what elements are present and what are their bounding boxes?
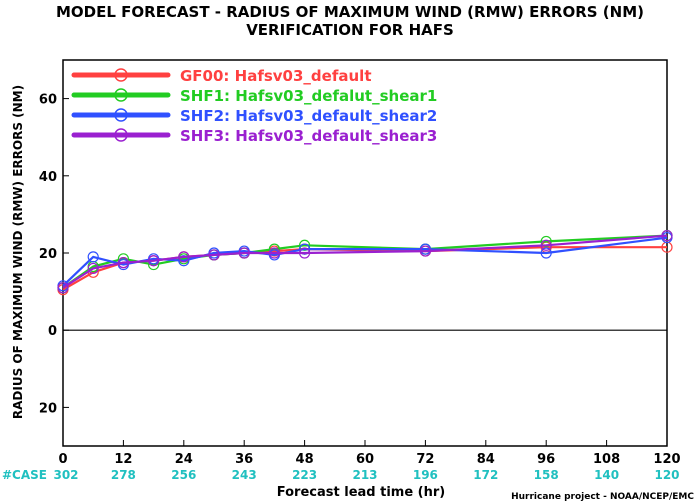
y-tick-label: 60: [39, 93, 57, 108]
x-tick-label: 72: [416, 452, 434, 467]
case-count: 140: [594, 468, 619, 482]
legend-marker: [114, 68, 128, 82]
case-count: 243: [232, 468, 257, 482]
case-count: 223: [292, 468, 317, 482]
x-tick-label: 96: [537, 452, 555, 467]
case-count: 120: [654, 468, 679, 482]
chart-title: MODEL FORECAST - RADIUS OF MAXIMUM WIND …: [56, 3, 644, 21]
data-point: [238, 247, 250, 259]
legend-label: SHF2: Hafsv03_default_shear2: [180, 107, 437, 125]
y-axis-label: RADIUS OF MAXIMUM WIND (RMW) ERRORS (NM): [11, 85, 25, 419]
case-count: 158: [534, 468, 559, 482]
case-count: 302: [53, 468, 78, 482]
data-point: [148, 255, 160, 267]
data-point: [178, 251, 190, 263]
case-count: 196: [413, 468, 438, 482]
data-point: [117, 257, 130, 269]
data-point: [540, 247, 552, 259]
legend-item-4: SHF3: Hafsv03_default_shear3: [71, 127, 437, 145]
data-point: [178, 255, 190, 267]
data-point: [57, 282, 69, 294]
y-tick-label: 40: [39, 170, 57, 185]
credit-text: Hurricane project - NOAA/NCEP/EMC: [511, 492, 694, 502]
legend-marker: [114, 128, 128, 142]
x-tick-label: 24: [175, 452, 193, 467]
case-count: 278: [111, 468, 136, 482]
x-tick-label: 12: [114, 452, 132, 467]
legend-item-3: SHF2: Hafsv03_default_shear2: [71, 107, 437, 125]
legend-marker: [114, 108, 128, 122]
data-point: [419, 245, 431, 257]
x-tick-label: 108: [593, 452, 620, 467]
legend-item-2: SHF1: Hafsv03_defalut_shear1: [71, 87, 437, 105]
data-point: [299, 239, 311, 251]
x-tick-label: 120: [653, 452, 680, 467]
case-count: 213: [352, 468, 377, 482]
case-count: 172: [473, 468, 498, 482]
y-tick-label: 20: [39, 247, 57, 262]
data-point: [299, 243, 311, 255]
legend-label: GF00: Hafsv03_default: [180, 67, 371, 85]
legend-label: SHF3: Hafsv03_default_shear3: [180, 127, 437, 145]
data-point: [268, 247, 280, 259]
data-point: [299, 247, 311, 259]
x-tick-label: 60: [356, 452, 374, 467]
x-axis-label: Forecast lead time (hr): [277, 485, 445, 500]
data-point: [540, 239, 552, 251]
chart-subtitle: VERIFICATION FOR HAFS: [246, 21, 454, 39]
x-tick-label: 84: [477, 452, 495, 467]
data-point: [661, 230, 673, 242]
y-tick-label: 20: [39, 401, 57, 416]
case-count: 256: [171, 468, 196, 482]
legend-label: SHF1: Hafsv03_defalut_shear1: [180, 87, 437, 105]
legend: GF00: Hafsv03_default SHF1: Hafsv03_defal…: [71, 67, 437, 145]
x-tick-label: 36: [235, 452, 253, 467]
series-line: [62, 234, 668, 289]
y-tick-label: 0: [48, 324, 57, 339]
legend-item-1: GF00: Hafsv03_default: [71, 67, 371, 85]
data-point: [208, 249, 220, 261]
plot-layer: 0 12 24 36 48 60 72 84 96 108 120 20 0 20 40 60 #CASE 302…: [2, 59, 681, 482]
x-tick-label: 48: [296, 452, 314, 467]
data-point: [87, 262, 99, 275]
data-point: [87, 251, 99, 263]
legend-marker: [114, 88, 128, 102]
data-point: [540, 235, 552, 248]
series-4: [57, 230, 673, 294]
x-tick-label: 0: [58, 452, 67, 467]
case-label: #CASE: [2, 468, 47, 482]
